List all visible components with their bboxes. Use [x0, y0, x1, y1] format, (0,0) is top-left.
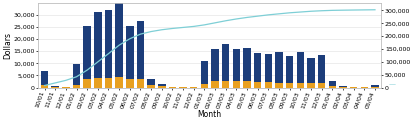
Bar [94, 78, 102, 88]
Bar [243, 48, 251, 81]
Bar [339, 86, 347, 87]
Bar [73, 64, 80, 85]
Bar [62, 87, 69, 88]
Bar [211, 49, 219, 81]
Bar [105, 78, 112, 88]
Bar [254, 53, 261, 82]
Bar [158, 86, 166, 88]
Bar [307, 58, 315, 83]
Bar [52, 87, 59, 88]
Bar [329, 86, 336, 88]
Bar [297, 83, 304, 88]
Bar [307, 83, 315, 88]
Bar [318, 83, 325, 88]
Bar [83, 26, 91, 79]
Text: —: — [388, 81, 395, 87]
Bar [147, 85, 155, 88]
Bar [254, 82, 261, 88]
Bar [233, 49, 240, 81]
Bar [371, 85, 379, 87]
Bar [222, 81, 230, 88]
Bar [41, 71, 48, 85]
Bar [201, 84, 208, 88]
Bar [265, 82, 272, 88]
Bar [52, 86, 59, 87]
Bar [115, 77, 123, 88]
Bar [147, 79, 155, 85]
X-axis label: Month: Month [198, 110, 222, 119]
Bar [126, 79, 133, 88]
Bar [126, 26, 133, 79]
Bar [94, 12, 102, 78]
Bar [243, 81, 251, 88]
Bar [318, 55, 325, 83]
Bar [137, 79, 144, 88]
Bar [73, 85, 80, 88]
Bar [158, 84, 166, 86]
Bar [222, 44, 230, 81]
Bar [275, 52, 283, 83]
Bar [339, 87, 347, 88]
Bar [297, 52, 304, 83]
Y-axis label: Dollars: Dollars [3, 32, 12, 59]
Bar [233, 81, 240, 88]
Bar [275, 83, 283, 88]
Bar [371, 87, 379, 88]
Bar [286, 56, 293, 83]
Bar [201, 61, 208, 84]
Bar [137, 21, 144, 79]
Bar [105, 10, 112, 78]
Bar [286, 83, 293, 88]
Bar [329, 81, 336, 86]
Bar [350, 87, 357, 88]
Bar [211, 81, 219, 88]
Bar [265, 54, 272, 82]
Bar [83, 79, 91, 88]
Bar [169, 87, 176, 88]
Bar [115, 2, 123, 77]
Bar [41, 85, 48, 88]
